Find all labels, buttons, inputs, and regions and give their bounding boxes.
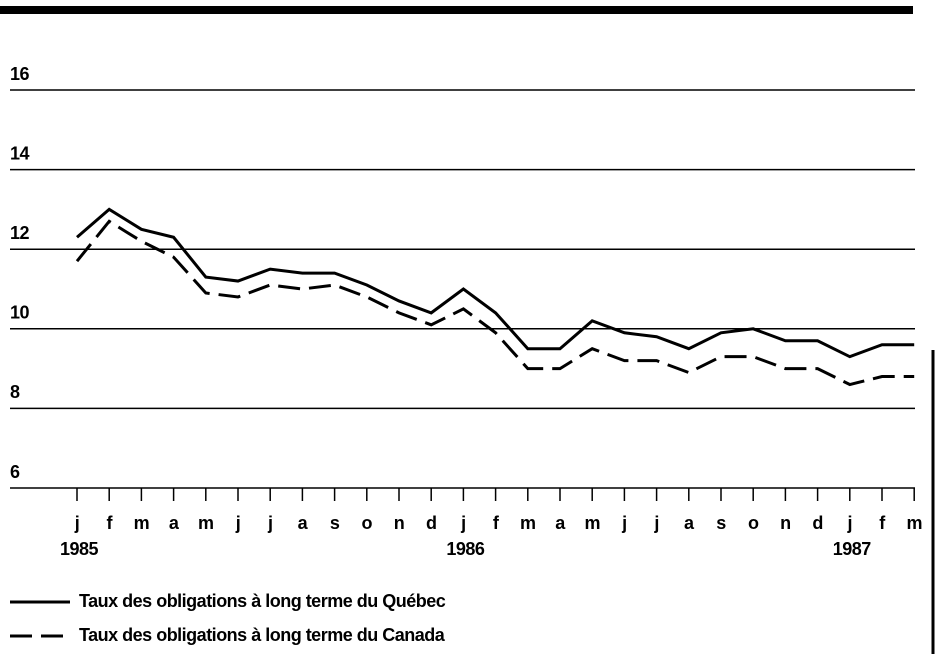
x-tick-label: j [847, 513, 853, 533]
y-tick-label: 10 [10, 303, 30, 323]
x-tick-label: m [198, 513, 214, 533]
year-label: 1987 [833, 539, 872, 559]
y-tick-label: 6 [10, 462, 20, 482]
x-tick-label: f [106, 513, 113, 533]
year-label: 1986 [446, 539, 485, 559]
x-tick-label: a [555, 513, 566, 533]
x-tick-label: m [520, 513, 536, 533]
x-tick-label: f [879, 513, 886, 533]
x-tick-label: o [748, 513, 759, 533]
x-tick-label: a [298, 513, 309, 533]
top-rule [0, 6, 913, 14]
x-tick-label: m [906, 513, 922, 533]
x-tick-label: j [653, 513, 659, 533]
y-tick-label: 12 [10, 223, 30, 243]
x-tick-label: d [426, 513, 437, 533]
y-tick-label: 14 [10, 143, 30, 163]
y-tick-label: 8 [10, 382, 20, 402]
x-tick-label: s [330, 513, 340, 533]
x-tick-label: m [584, 513, 600, 533]
legend-label: Taux des obligations à long terme du Can… [79, 625, 446, 645]
legend-label: Taux des obligations à long terme du Qué… [79, 591, 446, 611]
x-tick-label: j [621, 513, 627, 533]
series-line [76, 207, 915, 359]
x-tick-label: n [394, 513, 405, 533]
x-tick-label: j [460, 513, 466, 533]
year-label: 1985 [60, 539, 99, 559]
x-tick-label: d [812, 513, 823, 533]
x-tick-label: a [169, 513, 180, 533]
x-tick-label: o [362, 513, 373, 533]
x-tick-label: s [716, 513, 726, 533]
x-tick-label: j [267, 513, 273, 533]
x-tick-label: j [74, 513, 80, 533]
x-tick-label: j [235, 513, 241, 533]
x-tick-label: a [684, 513, 695, 533]
x-tick-label: n [780, 513, 791, 533]
x-tick-label: f [493, 513, 500, 533]
series-line [75, 219, 915, 387]
x-tick-label: m [134, 513, 150, 533]
y-tick-label: 16 [10, 64, 30, 84]
